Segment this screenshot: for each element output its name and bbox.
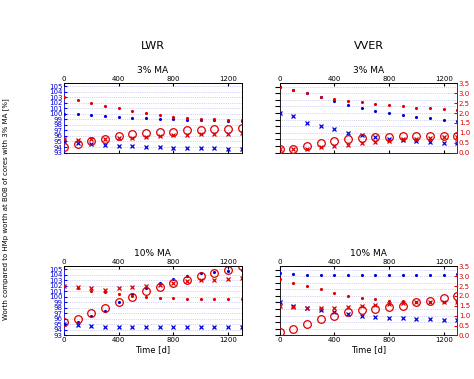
Text: Worth compared to HMp worth at BOB of cores with 3% MA [%]: Worth compared to HMp worth at BOB of co… [2,99,9,320]
Title: 3% MA: 3% MA [137,66,168,75]
Title: 3% MA: 3% MA [353,66,384,75]
Text: LWR: LWR [141,41,165,51]
X-axis label: Time [d]: Time [d] [135,346,171,355]
X-axis label: Time [d]: Time [d] [351,346,386,355]
Title: 10% MA: 10% MA [135,249,171,258]
Text: VVER: VVER [354,41,383,51]
Title: 10% MA: 10% MA [350,249,387,258]
